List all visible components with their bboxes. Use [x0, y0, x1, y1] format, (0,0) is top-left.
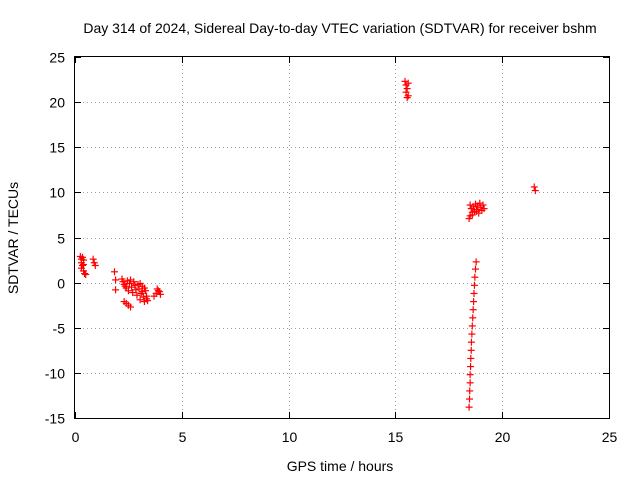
data-point: [466, 379, 474, 387]
x-tick-label: 10: [282, 429, 298, 445]
chart-title: Day 314 of 2024, Sidereal Day-to-day VTE…: [83, 20, 596, 36]
data-point: [480, 205, 488, 213]
data-point: [138, 288, 146, 296]
data-point: [124, 287, 132, 295]
y-tick-label: -5: [53, 321, 66, 337]
data-point: [136, 280, 144, 288]
data-point: [468, 322, 476, 330]
data-point: [470, 298, 478, 306]
data-point: [466, 387, 474, 395]
grid: [75, 57, 609, 418]
data-point: [130, 278, 138, 286]
y-tick-label: -10: [45, 366, 65, 382]
y-tick-label: 20: [49, 95, 65, 111]
data-point: [467, 346, 475, 354]
data-point: [473, 207, 481, 215]
y-tick-label: -15: [45, 411, 65, 427]
data-point: [131, 281, 139, 289]
x-tick-label: 0: [72, 429, 80, 445]
data-point: [467, 338, 475, 346]
data-point: [479, 201, 487, 209]
y-tick-label: 0: [57, 276, 65, 292]
y-tick-labels: -15 -10 -5 0 5 10 15 20 25: [45, 50, 65, 427]
x-tick-label: 15: [388, 429, 404, 445]
data-point: [155, 288, 163, 296]
data-point: [470, 289, 478, 297]
data-point: [467, 354, 475, 362]
y-tick-label: 5: [57, 231, 65, 247]
data-point: [89, 255, 97, 263]
data-point: [125, 280, 133, 288]
y-tick-label: 10: [49, 185, 65, 201]
data-point: [530, 183, 538, 191]
plot-frame: [74, 56, 610, 419]
x-tick-label: 20: [495, 429, 511, 445]
data-point: [468, 330, 476, 338]
data-point: [402, 88, 410, 96]
data-point: [143, 295, 151, 303]
data-point: [468, 211, 476, 219]
data-point: [404, 79, 412, 87]
data-point: [81, 270, 89, 278]
x-tick-label: 5: [179, 429, 187, 445]
data-point: [466, 395, 474, 403]
data-point: [111, 268, 119, 276]
y-axis-label: SDTVAR / TECUs: [5, 182, 21, 294]
x-axis-label: GPS time / hours: [287, 458, 394, 474]
axis-ticks: [75, 57, 610, 419]
data-point: [132, 286, 140, 294]
data-point: [82, 271, 90, 279]
x-tick-labels: 0 5 10 15 20 25: [72, 429, 618, 445]
data-point: [531, 187, 539, 195]
data-point: [472, 265, 479, 273]
data-point: [91, 261, 99, 269]
data-point: [469, 306, 477, 314]
y-tick-label: 25: [49, 50, 65, 66]
data-point: [133, 291, 141, 299]
data-point: [80, 261, 88, 269]
data-point: [127, 303, 135, 311]
y-tick-label: 15: [49, 140, 65, 156]
data-point: [471, 273, 479, 281]
data-point: [112, 286, 120, 294]
data-point: [140, 284, 148, 292]
data-point: [472, 258, 480, 266]
data-point: [403, 85, 411, 93]
data-point: [112, 276, 120, 284]
data-points: [76, 77, 539, 411]
x-tick-label: 25: [602, 429, 618, 445]
data-point: [403, 94, 411, 102]
data-point: [469, 314, 477, 322]
data-point: [465, 403, 473, 411]
data-point: [467, 363, 475, 371]
data-point: [466, 371, 474, 379]
data-point: [465, 215, 473, 223]
data-point: [470, 281, 478, 289]
